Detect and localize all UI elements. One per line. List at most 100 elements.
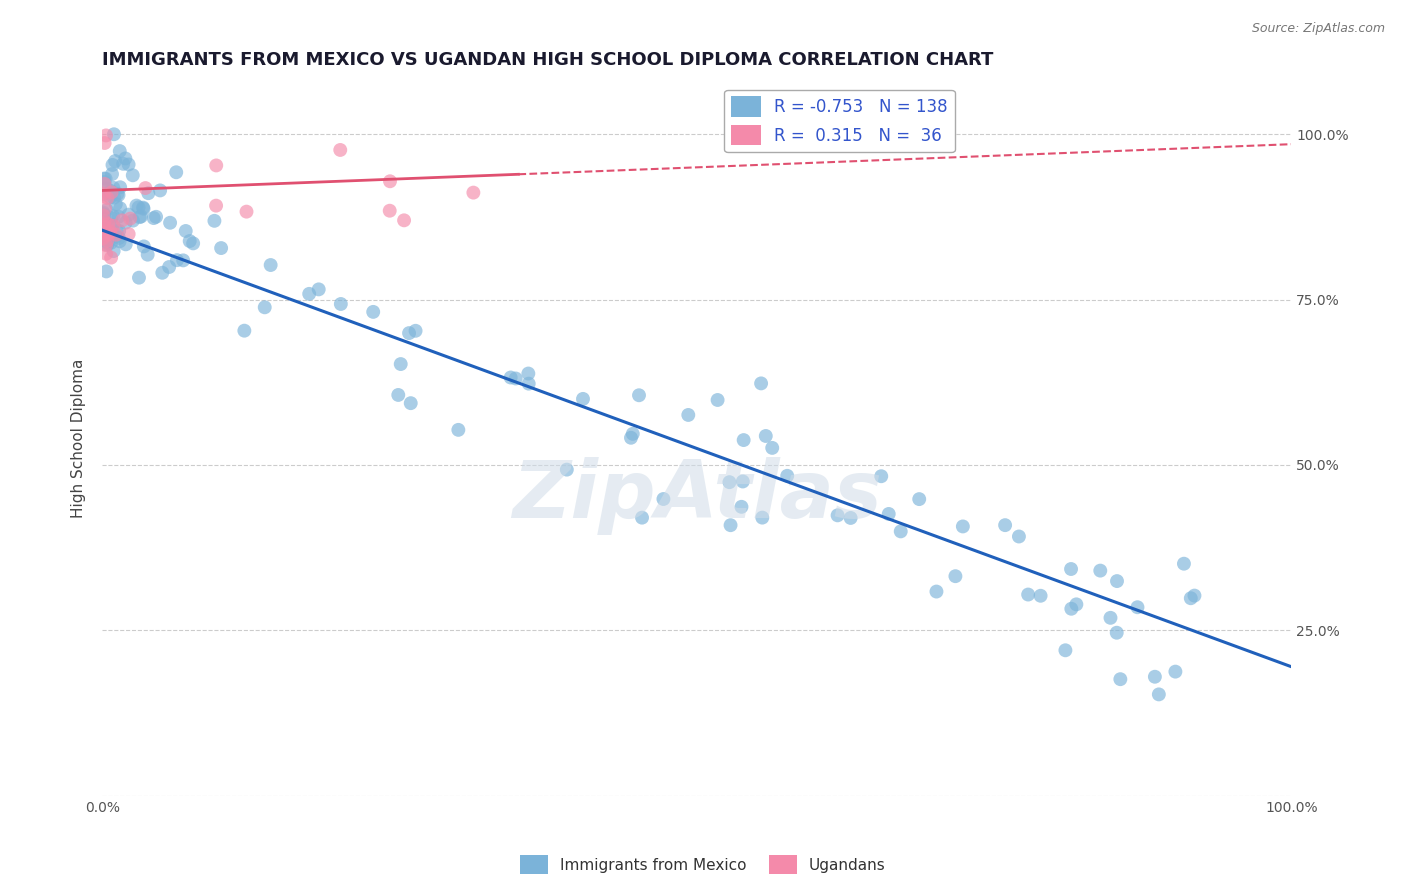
Point	[101, 158, 124, 172]
Point	[111, 213, 134, 227]
Text: ZipAtlas: ZipAtlas	[512, 457, 882, 534]
Point	[1147, 687, 1170, 701]
Point	[97, 186, 120, 200]
Point	[103, 210, 125, 224]
Point	[94, 171, 117, 186]
Point	[94, 128, 117, 143]
Point	[1008, 529, 1031, 543]
Point	[120, 211, 142, 226]
Point	[100, 184, 122, 198]
Point	[118, 227, 141, 241]
Point	[308, 282, 330, 296]
Point	[93, 186, 115, 201]
Point	[165, 165, 187, 179]
Point	[730, 500, 752, 514]
Point	[96, 264, 118, 278]
Point	[1180, 591, 1202, 606]
Point	[118, 208, 141, 222]
Point	[378, 203, 401, 218]
Point	[181, 236, 204, 251]
Point	[93, 219, 115, 234]
Point	[620, 431, 643, 445]
Point	[108, 231, 131, 245]
Point	[103, 219, 125, 233]
Point	[378, 174, 401, 188]
Point	[100, 190, 122, 204]
Point	[128, 270, 150, 285]
Point	[91, 205, 114, 219]
Point	[93, 177, 115, 191]
Point	[1173, 557, 1195, 571]
Point	[114, 152, 136, 166]
Point	[749, 376, 772, 391]
Point	[179, 234, 201, 248]
Point	[114, 216, 136, 230]
Point	[572, 392, 595, 406]
Point	[1054, 643, 1077, 657]
Point	[150, 266, 173, 280]
Point	[91, 231, 114, 245]
Point	[720, 518, 742, 533]
Point	[361, 305, 384, 319]
Point	[117, 157, 139, 171]
Point	[755, 429, 778, 443]
Point	[233, 324, 256, 338]
Point	[96, 237, 118, 252]
Point	[91, 209, 114, 223]
Point	[103, 244, 125, 258]
Point	[108, 180, 131, 194]
Point	[1060, 601, 1083, 615]
Point	[298, 286, 321, 301]
Point	[142, 211, 165, 225]
Point	[103, 128, 125, 142]
Point	[107, 188, 129, 202]
Point	[1105, 625, 1128, 640]
Point	[114, 237, 136, 252]
Point	[205, 158, 228, 172]
Point	[678, 408, 700, 422]
Legend: R = -0.753   N = 138, R =  0.315   N =  36: R = -0.753 N = 138, R = 0.315 N = 36	[724, 90, 955, 152]
Point	[329, 143, 352, 157]
Point	[125, 198, 148, 212]
Point	[91, 186, 114, 201]
Point	[839, 511, 862, 525]
Point	[1164, 665, 1187, 679]
Point	[93, 171, 115, 186]
Point	[100, 235, 122, 250]
Point	[172, 253, 194, 268]
Point	[108, 144, 131, 158]
Point	[93, 207, 115, 221]
Point	[104, 154, 127, 169]
Point	[870, 469, 893, 483]
Point	[104, 229, 127, 244]
Point	[204, 214, 226, 228]
Point	[97, 236, 120, 251]
Point	[174, 224, 197, 238]
Point	[96, 225, 118, 239]
Point	[105, 227, 128, 242]
Point	[93, 175, 115, 189]
Y-axis label: High School Diploma: High School Diploma	[72, 359, 86, 518]
Point	[392, 213, 415, 227]
Point	[761, 441, 783, 455]
Point	[136, 186, 159, 201]
Point	[128, 210, 150, 224]
Point	[101, 218, 124, 232]
Point	[447, 423, 470, 437]
Point	[101, 167, 124, 181]
Point	[925, 584, 948, 599]
Point	[96, 181, 118, 195]
Point	[108, 234, 131, 248]
Point	[129, 210, 152, 224]
Point	[98, 225, 121, 239]
Point	[205, 199, 228, 213]
Point	[994, 518, 1017, 533]
Point	[1060, 562, 1083, 576]
Point	[389, 357, 412, 371]
Point	[136, 247, 159, 261]
Point	[405, 324, 427, 338]
Point	[733, 433, 755, 447]
Point	[166, 253, 188, 268]
Point	[107, 186, 129, 201]
Point	[706, 392, 728, 407]
